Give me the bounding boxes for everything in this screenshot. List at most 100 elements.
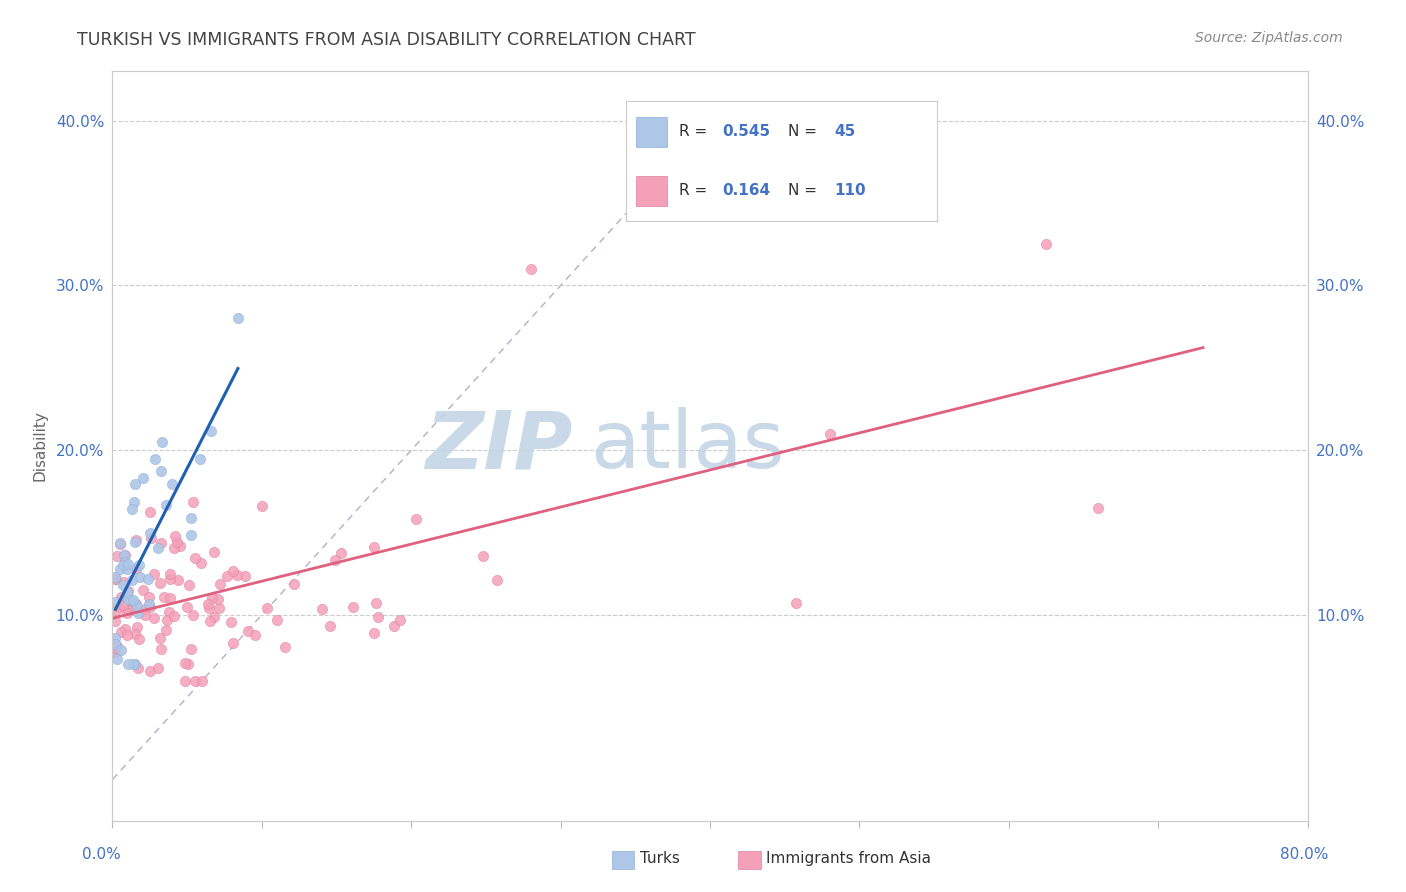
Point bbox=[233, 568, 256, 582]
Point bbox=[197, 598, 219, 612]
Point bbox=[117, 557, 139, 571]
Point bbox=[179, 578, 201, 592]
Point bbox=[238, 624, 260, 638]
Point bbox=[222, 564, 245, 578]
Point bbox=[107, 600, 129, 615]
Point bbox=[117, 603, 139, 617]
Point bbox=[125, 597, 148, 611]
Point bbox=[104, 645, 127, 659]
Text: Immigrants from Asia: Immigrants from Asia bbox=[766, 851, 931, 865]
Point bbox=[181, 607, 204, 622]
Point bbox=[165, 529, 187, 543]
Point bbox=[139, 526, 162, 541]
Point bbox=[105, 639, 128, 653]
Point bbox=[198, 600, 221, 615]
Text: 0.0%: 0.0% bbox=[82, 847, 121, 862]
Point bbox=[159, 566, 181, 581]
Point bbox=[155, 623, 177, 637]
Point bbox=[121, 573, 143, 587]
Point bbox=[104, 572, 127, 586]
Point bbox=[150, 536, 173, 550]
Point bbox=[323, 553, 346, 567]
Point bbox=[112, 558, 135, 572]
Point bbox=[159, 591, 181, 606]
Point bbox=[104, 614, 127, 628]
Point bbox=[342, 600, 364, 615]
Point bbox=[114, 622, 136, 636]
Point bbox=[115, 584, 138, 599]
Point bbox=[273, 640, 295, 654]
Point bbox=[266, 613, 288, 627]
Point bbox=[162, 477, 184, 491]
Point bbox=[121, 502, 143, 516]
Point bbox=[389, 613, 412, 627]
Y-axis label: Disability: Disability bbox=[32, 410, 48, 482]
Point bbox=[283, 577, 305, 591]
Point bbox=[139, 531, 162, 545]
Point bbox=[243, 628, 266, 642]
Point bbox=[124, 657, 146, 672]
Point bbox=[134, 607, 156, 622]
Point bbox=[117, 657, 139, 672]
Point bbox=[159, 572, 181, 586]
Point bbox=[200, 424, 222, 438]
Point bbox=[150, 434, 173, 449]
Point bbox=[330, 546, 353, 560]
Point bbox=[225, 568, 247, 582]
Point bbox=[184, 673, 207, 688]
Point bbox=[209, 577, 232, 591]
Point bbox=[110, 535, 132, 549]
Point bbox=[104, 572, 127, 586]
Point bbox=[256, 601, 278, 615]
Point bbox=[112, 598, 135, 612]
Point bbox=[190, 673, 212, 688]
Point bbox=[363, 625, 385, 640]
Point bbox=[104, 640, 127, 655]
Point bbox=[163, 541, 186, 555]
Point bbox=[208, 601, 231, 615]
Point bbox=[114, 548, 136, 562]
Point bbox=[136, 572, 159, 586]
Point bbox=[114, 555, 136, 569]
Text: TURKISH VS IMMIGRANTS FROM ASIA DISABILITY CORRELATION CHART: TURKISH VS IMMIGRANTS FROM ASIA DISABILI… bbox=[77, 31, 696, 49]
Point bbox=[139, 505, 162, 519]
Point bbox=[471, 549, 494, 563]
Point bbox=[1087, 500, 1109, 515]
Point bbox=[200, 614, 222, 628]
Point bbox=[120, 593, 142, 607]
Point bbox=[127, 620, 149, 634]
Point bbox=[125, 533, 148, 547]
Point bbox=[311, 602, 333, 616]
Point bbox=[138, 590, 160, 604]
Point bbox=[202, 544, 225, 558]
Point bbox=[169, 539, 191, 553]
Point bbox=[180, 511, 202, 525]
Text: atlas: atlas bbox=[591, 407, 785, 485]
Point bbox=[122, 495, 145, 509]
Point bbox=[128, 558, 150, 572]
Point bbox=[110, 591, 132, 605]
Point bbox=[219, 615, 242, 629]
Point bbox=[128, 632, 150, 647]
Point bbox=[104, 637, 127, 651]
Point bbox=[104, 632, 127, 646]
Point bbox=[108, 562, 131, 576]
Point bbox=[176, 600, 198, 615]
Point bbox=[139, 664, 162, 678]
Point bbox=[146, 661, 169, 675]
Point bbox=[107, 549, 129, 564]
Point bbox=[207, 592, 229, 607]
Point bbox=[177, 657, 200, 671]
Point bbox=[215, 569, 238, 583]
Point bbox=[163, 609, 186, 624]
Text: Source: ZipAtlas.com: Source: ZipAtlas.com bbox=[1195, 31, 1343, 45]
Point bbox=[155, 498, 177, 512]
Point bbox=[131, 471, 153, 485]
Point bbox=[143, 567, 166, 582]
Point bbox=[159, 605, 181, 619]
Point bbox=[173, 656, 195, 670]
Point bbox=[134, 602, 156, 616]
Point bbox=[190, 556, 212, 570]
Point bbox=[121, 599, 143, 614]
Point bbox=[167, 573, 190, 587]
